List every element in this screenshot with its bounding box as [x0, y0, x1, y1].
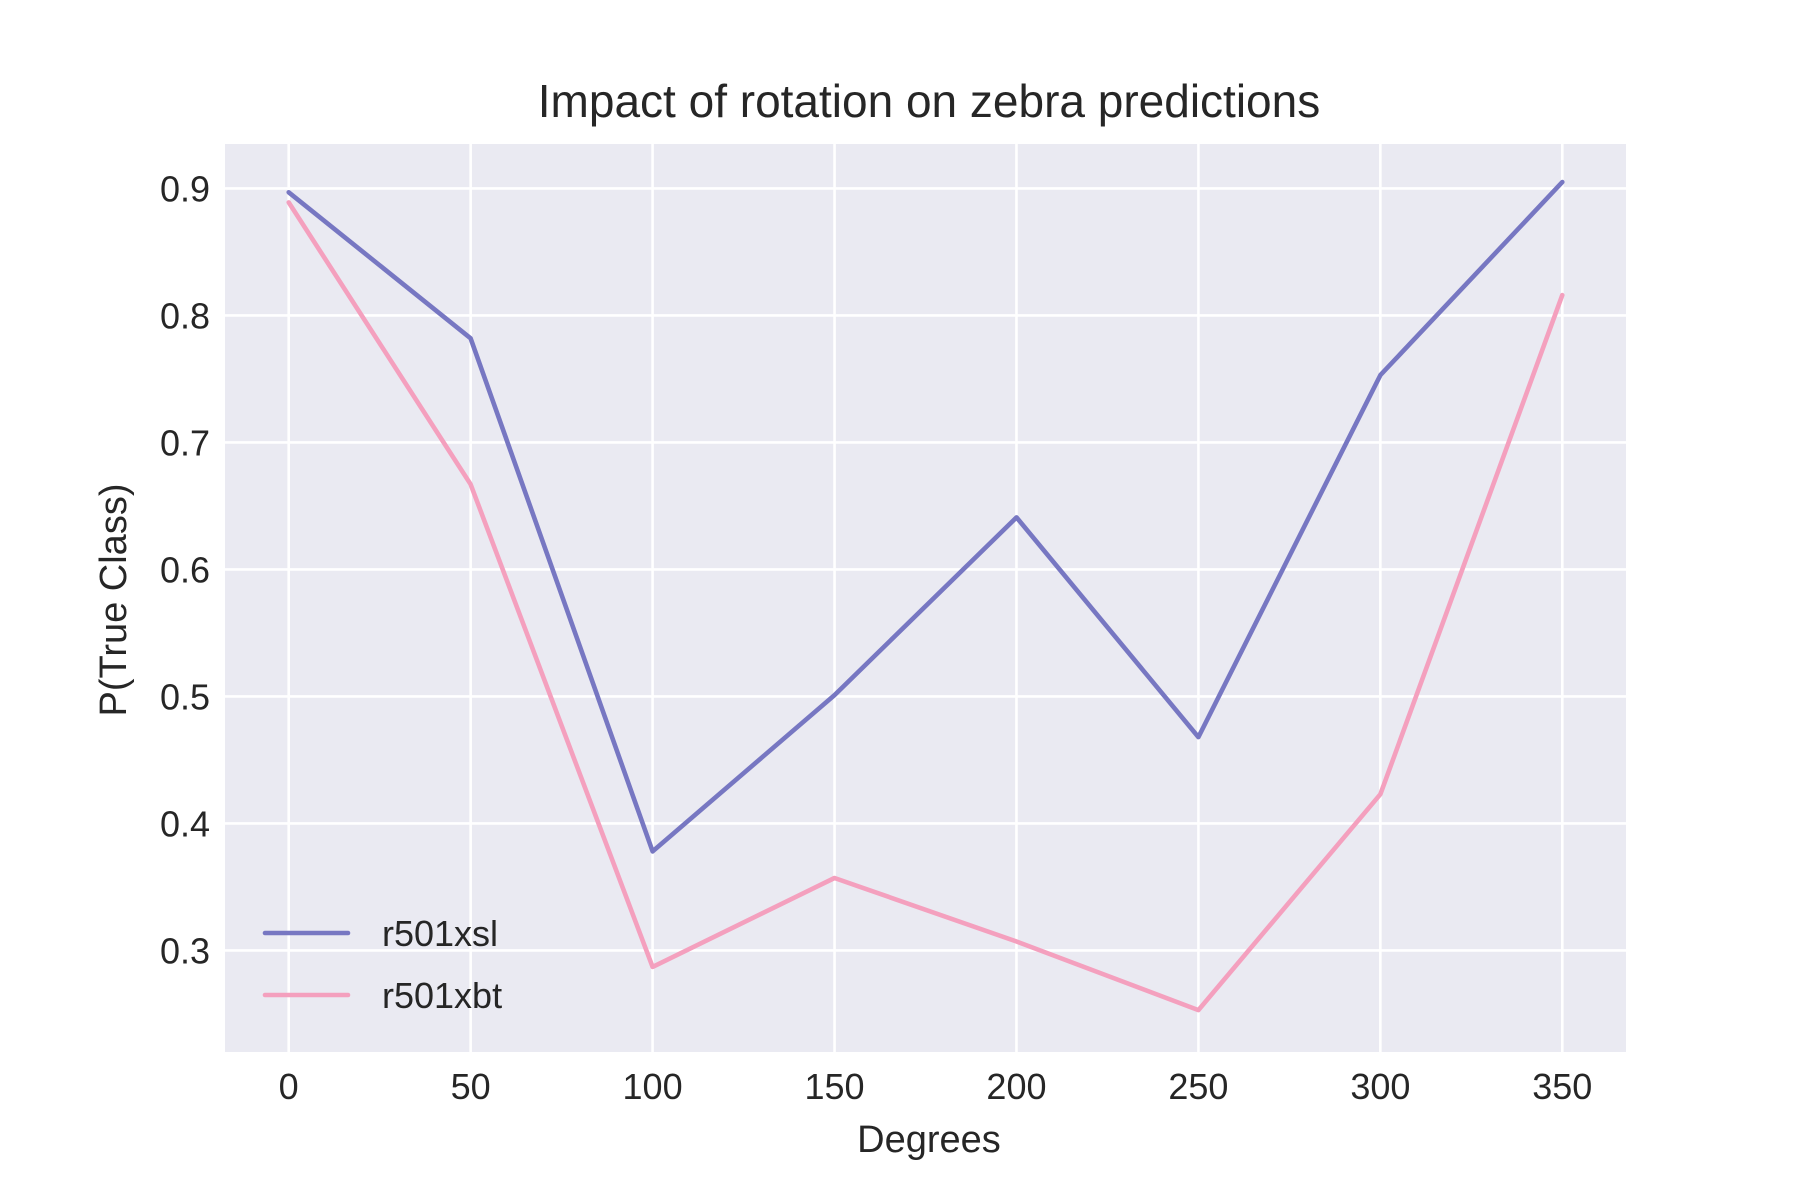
x-tick-label: 50 [451, 1066, 491, 1107]
y-tick-label: 0.4 [160, 803, 210, 844]
x-tick-label: 300 [1350, 1066, 1410, 1107]
x-tick-label: 0 [279, 1066, 299, 1107]
y-tick-label: 0.9 [160, 168, 210, 209]
x-tick-label: 200 [986, 1066, 1046, 1107]
y-tick-label: 0.5 [160, 676, 210, 717]
x-axis-label: Degrees [857, 1119, 1001, 1161]
y-tick-label: 0.6 [160, 549, 210, 590]
legend-label-r501xbt: r501xbt [382, 975, 502, 1016]
legend: r501xsl r501xbt [262, 913, 502, 1016]
series-line-r501xbt [286, 200, 1565, 1013]
y-tick-label: 0.8 [160, 295, 210, 336]
series-line-r501xsl [286, 179, 1565, 854]
legend-label-r501xsl: r501xsl [382, 913, 498, 954]
x-tick-label: 150 [804, 1066, 864, 1107]
x-tick-label: 250 [1168, 1066, 1228, 1107]
x-tick-label: 350 [1532, 1066, 1592, 1107]
x-tick-label: 100 [623, 1066, 683, 1107]
y-axis-ticks: 0.3 0.4 0.5 0.6 0.7 0.8 0.9 [160, 168, 210, 971]
grid [225, 144, 1626, 1052]
x-axis-ticks: 0 50 100 150 200 250 300 350 [279, 1066, 1593, 1107]
y-axis-label: P(True Class) [93, 484, 135, 717]
y-tick-label: 0.7 [160, 422, 210, 463]
series-lines [286, 179, 1565, 1013]
chart-title: Impact of rotation on zebra predictions [538, 75, 1320, 127]
plot-area [225, 144, 1626, 1052]
y-tick-label: 0.3 [160, 930, 210, 971]
